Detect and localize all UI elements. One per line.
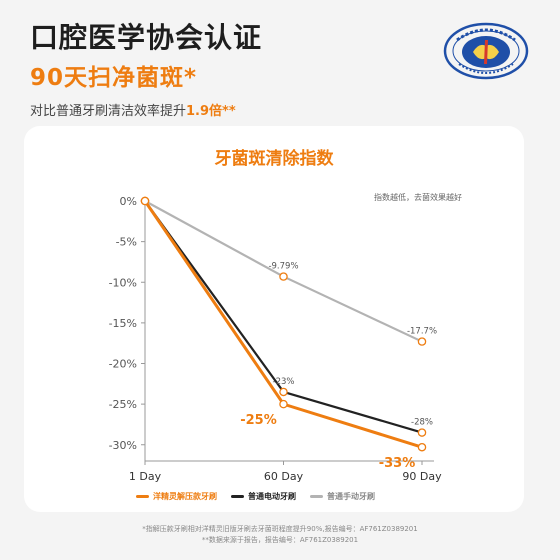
data-label: -25% [240,413,277,428]
data-point [417,337,427,346]
y-tick-label: -20% [109,358,137,371]
chart-title: 牙菌斑清除指数 [214,149,334,169]
tagline-prefix: 对比普通牙刷清洁效率提升 [30,104,187,119]
x-tick-label: 90 Day [402,470,442,483]
y-tick-label: -30% [109,439,137,452]
data-point [279,399,288,409]
y-tick-label: -15% [109,317,137,330]
chart-legend: 洋精灵解压款牙刷 普通电动牙刷 普通手动牙刷 [136,491,375,502]
data-label: -17.7% [407,327,437,337]
legend-label: 普通手动牙刷 [327,492,375,501]
footnote-1: *指解压款牙刷相对洋精灵旧版牙刷去牙菌斑程度提升90%,报告编号：AF761Z0… [142,525,418,533]
data-label: -9.79% [268,262,298,272]
series-line [143,200,423,449]
x-tick-label: 1 Day [129,470,162,483]
legend-swatch [231,495,244,498]
footnote-2: **数据来源于报告，报告编号：AF761Z0389201 [201,536,359,544]
tagline: 对比普通牙刷清洁效率提升1.9倍** [30,100,236,119]
data-point [279,272,288,281]
legend-item: 普通手动牙刷 [310,491,375,502]
legend-label: 普通电动牙刷 [248,492,296,501]
y-tick-label: -10% [109,276,137,289]
chart-annotation: 指数越低，去菌效果越好 [374,193,462,202]
legend-item: 洋精灵解压款牙刷 [136,491,217,502]
data-point [417,442,427,452]
data-point [417,428,427,437]
association-seal-logo [443,22,529,80]
y-tick-label: -25% [109,398,137,411]
legend-label: 洋精灵解压款牙刷 [153,492,217,501]
y-tick-label: 0% [120,195,137,208]
data-label: -33% [379,456,416,471]
y-tick-label: -5% [116,236,137,249]
page-subtitle: 90天扫净菌斑* [30,65,198,91]
line-chart: 0% -5% -10% -15% -20% -25% -30% 1 Day 60 Day 90 D… [109,195,443,483]
data-label: -23% [273,377,295,387]
data-label: -28% [411,418,433,428]
legend-swatch [136,495,149,498]
legend-swatch [310,495,323,498]
data-point [279,387,288,397]
tagline-highlight: 1.9倍** [186,104,236,119]
data-point [140,196,150,206]
chart-card: 牙菌斑清除指数 指数越低，去菌效果越好 0% -5% -10% -15% -20% -25… [24,126,524,512]
page-title: 口腔医学协会认证 [30,21,263,54]
series-line [144,200,423,434]
x-tick-label: 60 Day [264,470,304,483]
legend-item: 普通电动牙刷 [231,491,296,502]
